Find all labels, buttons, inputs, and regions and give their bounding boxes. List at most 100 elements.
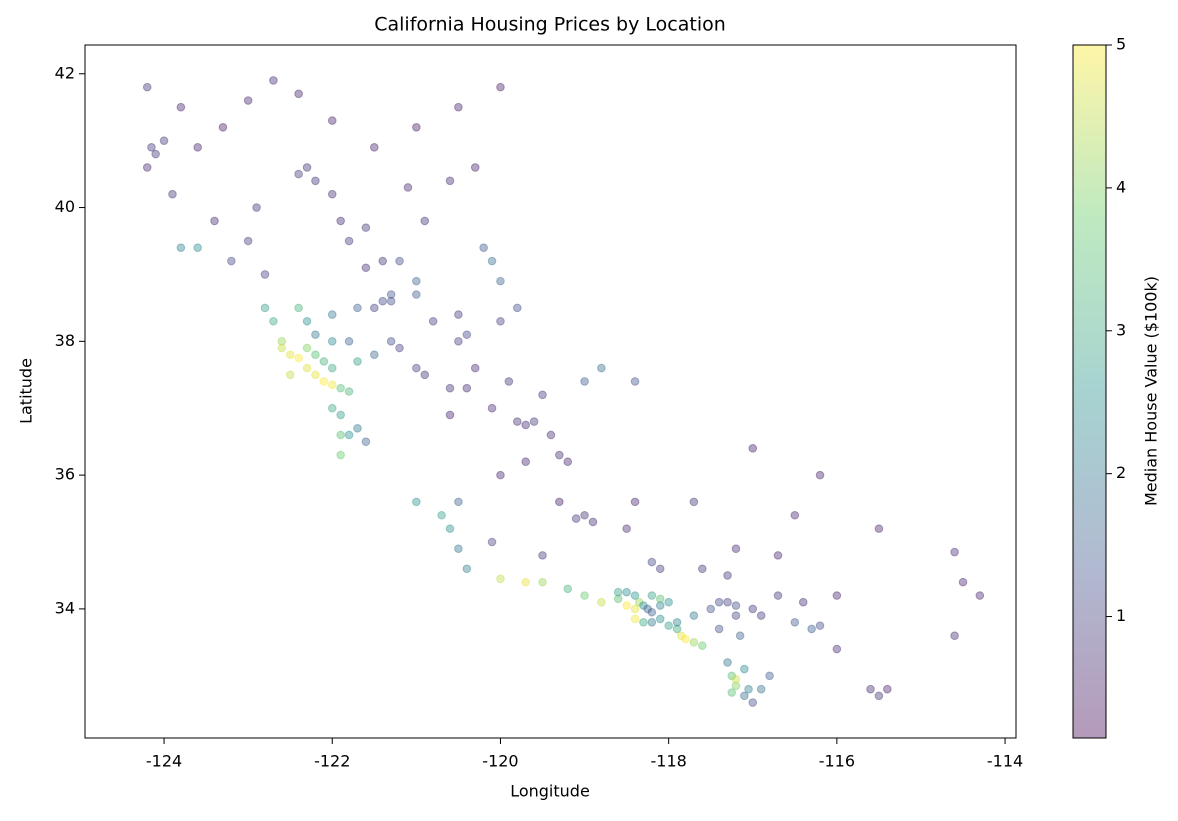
- point: [336, 430, 345, 440]
- point: [344, 430, 354, 440]
- point: [521, 577, 530, 587]
- point: [744, 684, 753, 694]
- point: [311, 370, 320, 380]
- point: [698, 564, 707, 574]
- point: [676, 631, 686, 640]
- point: [630, 604, 640, 614]
- point: [740, 664, 749, 674]
- point: [428, 316, 438, 326]
- colorbar-tick-label: 2: [1116, 463, 1126, 482]
- point: [714, 597, 724, 607]
- point: [613, 594, 623, 604]
- point: [403, 183, 413, 192]
- y-tick-label: 36: [55, 465, 75, 484]
- point: [487, 256, 497, 266]
- point: [555, 450, 564, 460]
- point: [622, 587, 631, 597]
- x-axis-label: Longitude: [510, 782, 590, 801]
- point: [260, 303, 270, 313]
- point: [193, 243, 202, 252]
- point: [714, 624, 724, 634]
- point: [386, 337, 396, 346]
- point: [723, 597, 732, 607]
- point: [302, 316, 312, 326]
- point: [311, 176, 320, 186]
- point: [412, 363, 421, 373]
- point: [727, 688, 737, 697]
- point: [336, 450, 345, 460]
- point: [731, 611, 741, 620]
- point: [176, 102, 186, 112]
- colorbar-label: Median House Value ($100k): [1142, 276, 1161, 506]
- point: [378, 256, 388, 266]
- point: [655, 601, 665, 610]
- point: [529, 417, 539, 426]
- point: [798, 597, 808, 607]
- point: [622, 601, 631, 610]
- point: [378, 296, 388, 306]
- point: [285, 370, 295, 380]
- colorbar-tick-label: 5: [1116, 35, 1126, 54]
- point: [327, 337, 337, 346]
- point: [302, 363, 312, 373]
- point: [765, 671, 774, 681]
- point: [487, 403, 497, 413]
- point: [336, 410, 345, 420]
- point: [655, 564, 665, 574]
- x-tick-label: -114: [987, 752, 1023, 771]
- colorbar: [1072, 44, 1107, 739]
- point: [689, 611, 699, 620]
- chart-title: California Housing Prices by Location: [374, 14, 726, 36]
- point: [277, 337, 287, 346]
- point: [580, 591, 589, 600]
- point: [672, 624, 682, 634]
- point: [277, 343, 287, 353]
- point: [639, 617, 648, 627]
- point: [546, 430, 556, 440]
- colorbar-tick-label: 4: [1116, 177, 1126, 196]
- point: [496, 470, 505, 480]
- point: [344, 337, 354, 346]
- point: [386, 296, 396, 306]
- point: [975, 591, 985, 600]
- point: [319, 357, 329, 366]
- point: [159, 136, 169, 145]
- points: [142, 76, 985, 707]
- point: [521, 420, 530, 430]
- point: [655, 614, 665, 624]
- point: [773, 551, 783, 560]
- point: [807, 624, 816, 634]
- point: [706, 604, 716, 614]
- point: [370, 143, 379, 152]
- point: [386, 290, 396, 299]
- point: [344, 387, 354, 396]
- point: [454, 102, 463, 112]
- point: [227, 256, 236, 266]
- colorbar-tick-label: 1: [1116, 606, 1126, 625]
- point: [597, 363, 606, 373]
- point: [496, 82, 505, 92]
- point: [538, 390, 547, 400]
- point: [327, 403, 337, 413]
- point: [521, 457, 530, 467]
- y-tick-label: 40: [55, 197, 75, 216]
- point: [218, 122, 228, 132]
- point: [643, 604, 652, 614]
- point: [327, 116, 337, 125]
- point: [462, 330, 472, 339]
- point: [445, 176, 455, 186]
- point: [647, 607, 657, 617]
- point: [311, 330, 320, 339]
- point: [866, 684, 875, 694]
- point: [731, 544, 741, 553]
- point: [634, 597, 644, 607]
- point: [630, 497, 640, 507]
- point: [412, 497, 421, 507]
- point: [756, 684, 766, 694]
- point: [790, 510, 800, 520]
- point: [151, 149, 160, 159]
- point: [462, 383, 472, 393]
- point: [487, 537, 497, 547]
- point: [773, 591, 783, 600]
- point: [731, 601, 741, 610]
